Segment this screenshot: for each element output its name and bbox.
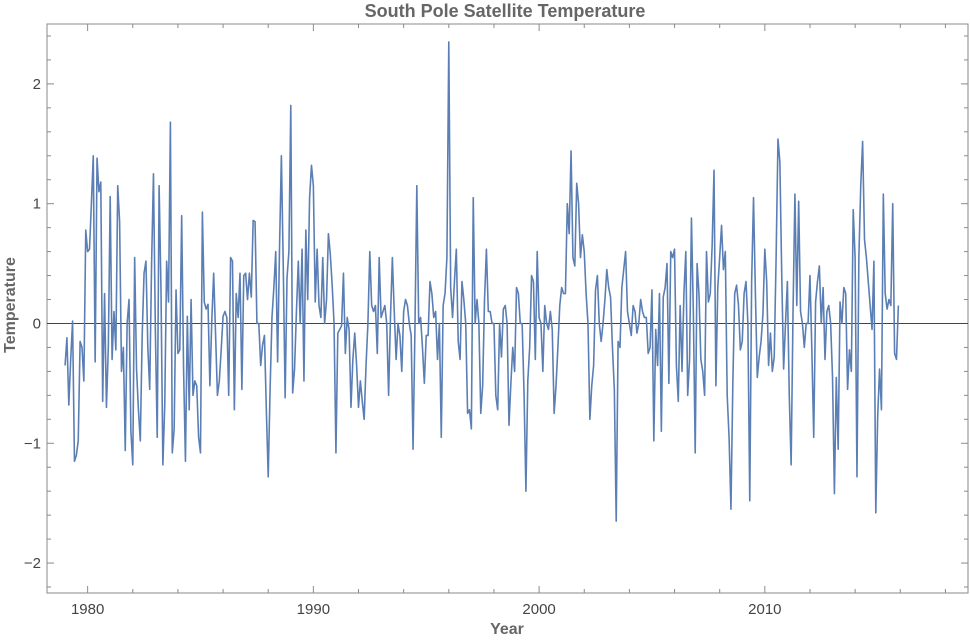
y-axis: −2 −1 0 1 2 [24, 35, 968, 588]
y-tick-label: 2 [33, 76, 41, 93]
temperature-series-line [64, 41, 900, 522]
x-axis: 1980 1990 2000 2010 [71, 24, 946, 618]
x-axis-label: Year [490, 621, 524, 638]
x-tick-label: 2010 [748, 601, 781, 618]
y-tick-label: 1 [33, 196, 41, 213]
plot-frame [46, 23, 969, 594]
y-axis-label: Temperature [2, 257, 19, 353]
x-tick-label: 1980 [71, 601, 104, 618]
y-tick-label: 0 [33, 315, 41, 332]
x-tick-label: 1990 [297, 601, 330, 618]
y-tick-label: −2 [24, 555, 41, 572]
y-tick-label: −1 [24, 435, 41, 452]
x-tick-label: 2000 [522, 601, 555, 618]
chart-title: South Pole Satellite Temperature [365, 1, 646, 21]
